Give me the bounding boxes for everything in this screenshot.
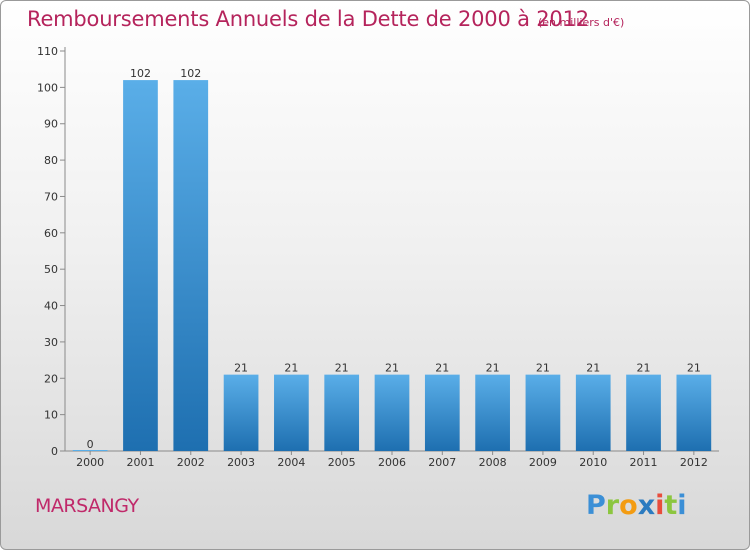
x-tick-label-2000: 2000 [76, 456, 104, 469]
chart-unit-label: (en milliers d'€) [538, 16, 625, 29]
y-tick-label: 90 [44, 118, 58, 131]
bar-2004 [274, 374, 309, 451]
x-tick-label-2009: 2009 [529, 456, 557, 469]
data-label-2012: 21 [687, 362, 701, 375]
bar-2012 [676, 374, 712, 451]
y-tick-label: 10 [44, 409, 58, 422]
data-label-2011: 21 [637, 362, 651, 375]
logo-letter: x [637, 490, 656, 521]
bar-2002 [173, 80, 209, 451]
x-tick-label-2010: 2010 [579, 456, 607, 469]
data-label-2009: 21 [536, 362, 550, 375]
x-tick-label-2001: 2001 [126, 456, 154, 469]
x-tick-label-2003: 2003 [227, 456, 255, 469]
data-label-2000: 0 [87, 438, 94, 451]
y-tick-label: 50 [44, 263, 58, 276]
data-labels: 0 102 102 21 21 21 21 21 21 21 21 21 21 [87, 67, 701, 451]
bar-2011 [626, 374, 661, 451]
data-label-2003: 21 [234, 362, 248, 375]
logo-letter: r [605, 490, 620, 521]
proxiti-logo: Proxiti [586, 490, 687, 521]
data-label-2007: 21 [435, 362, 449, 375]
x-tick-label-2012: 2012 [680, 456, 708, 469]
x-tick-label-2004: 2004 [277, 456, 305, 469]
bar-2007 [424, 374, 460, 451]
data-label-2002: 102 [180, 67, 201, 80]
bar-2008 [475, 374, 510, 451]
bar-2009 [525, 374, 561, 451]
chart-title: Remboursements Annuels de la Dette de 20… [27, 7, 589, 31]
logo-letter: i [677, 490, 687, 521]
data-label-2010: 21 [586, 362, 600, 375]
bar-2005 [324, 374, 360, 451]
y-tick-label: 100 [37, 81, 58, 94]
y-tick-label: 60 [44, 227, 58, 240]
data-label-2006: 21 [385, 362, 399, 375]
logo-letter: t [664, 490, 678, 521]
y-tick-label: 0 [51, 445, 58, 458]
bar-2006 [374, 374, 410, 451]
logo-letter: i [655, 490, 665, 521]
y-tick-label: 80 [44, 154, 58, 167]
logo-letter: P [586, 490, 606, 521]
y-tick-labels: 0 10 20 30 40 50 60 70 80 90 100 110 [37, 45, 58, 458]
bar-2001 [123, 80, 158, 451]
bar-series [72, 80, 712, 451]
x-tick-label-2011: 2011 [630, 456, 658, 469]
x-tick-label-2008: 2008 [479, 456, 507, 469]
y-tick-label: 70 [44, 190, 58, 203]
y-tick-label: 20 [44, 372, 58, 385]
bar-2010 [575, 374, 611, 451]
x-tick-label-2005: 2005 [328, 456, 356, 469]
data-label-2005: 21 [335, 362, 349, 375]
commune-name: MARSANGY [35, 495, 139, 517]
x-tick-label-2006: 2006 [378, 456, 406, 469]
y-tick-label: 30 [44, 336, 58, 349]
data-label-2008: 21 [486, 362, 500, 375]
y-tick-label: 40 [44, 300, 58, 313]
x-tick-label-2007: 2007 [428, 456, 456, 469]
y-tick-label: 110 [37, 45, 58, 58]
x-tick-label-2002: 2002 [177, 456, 205, 469]
x-tick-labels: 2000 2001 2002 2003 2004 2005 2006 2007 2008 2009… [76, 456, 708, 469]
logo-letter: o [619, 490, 638, 521]
data-label-2004: 21 [284, 362, 298, 375]
data-label-2001: 102 [130, 67, 151, 80]
bar-2003 [223, 374, 259, 451]
